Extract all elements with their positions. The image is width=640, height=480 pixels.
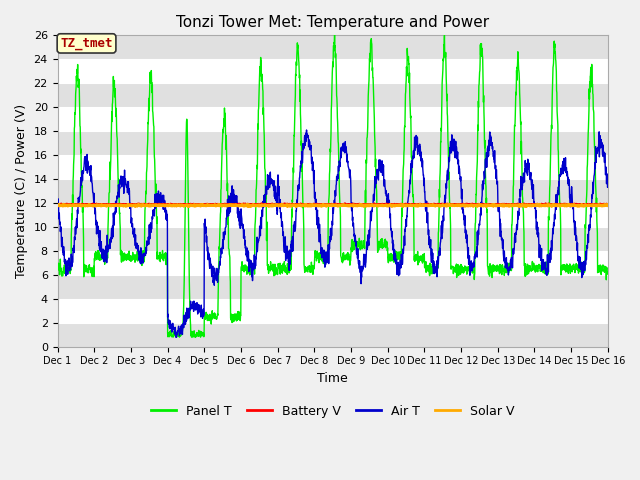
- Bar: [58, 36, 608, 60]
- Bar: [58, 83, 608, 107]
- X-axis label: Time: Time: [317, 372, 348, 385]
- Bar: [58, 131, 608, 155]
- Bar: [58, 323, 608, 347]
- Bar: [58, 179, 608, 203]
- Bar: [58, 227, 608, 251]
- Y-axis label: Temperature (C) / Power (V): Temperature (C) / Power (V): [15, 104, 28, 278]
- Bar: [58, 275, 608, 299]
- Text: TZ_tmet: TZ_tmet: [60, 37, 113, 50]
- Legend: Panel T, Battery V, Air T, Solar V: Panel T, Battery V, Air T, Solar V: [146, 400, 519, 423]
- Title: Tonzi Tower Met: Temperature and Power: Tonzi Tower Met: Temperature and Power: [176, 15, 489, 30]
